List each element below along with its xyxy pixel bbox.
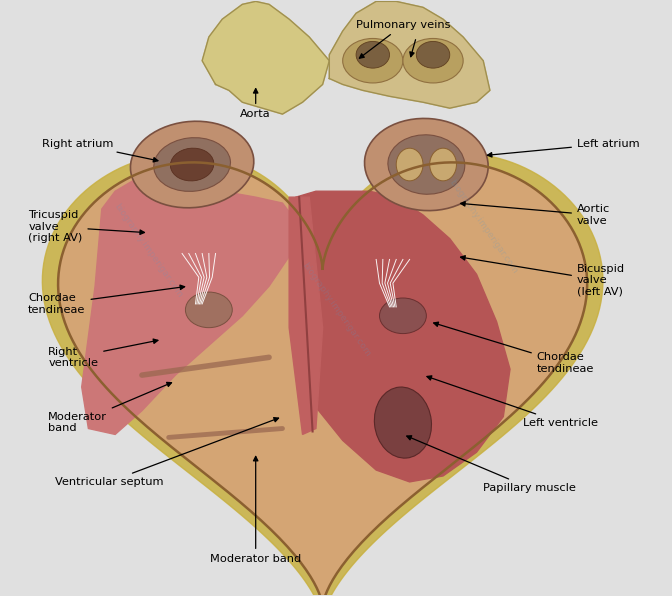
- Ellipse shape: [130, 121, 254, 208]
- Text: biography.imperigar.com: biography.imperigar.com: [447, 178, 519, 275]
- Ellipse shape: [417, 42, 450, 68]
- Polygon shape: [82, 179, 296, 434]
- Ellipse shape: [356, 42, 390, 68]
- Polygon shape: [58, 162, 587, 596]
- Ellipse shape: [364, 119, 488, 210]
- Ellipse shape: [429, 148, 456, 181]
- Text: Bicuspid
valve
(left AV): Bicuspid valve (left AV): [460, 256, 625, 297]
- Text: Pulmonary veins: Pulmonary veins: [355, 20, 450, 58]
- Text: Ventricular septum: Ventricular septum: [55, 418, 279, 487]
- Text: Tricuspid
valve
(right AV): Tricuspid valve (right AV): [28, 210, 144, 243]
- Text: Moderator band: Moderator band: [210, 457, 301, 564]
- Text: Chordae
tendineae: Chordae tendineae: [433, 322, 594, 374]
- Ellipse shape: [185, 292, 233, 328]
- Text: Right
ventricle: Right ventricle: [48, 339, 158, 368]
- Text: Aortic
valve: Aortic valve: [460, 201, 610, 226]
- Ellipse shape: [171, 148, 214, 181]
- Polygon shape: [42, 153, 603, 596]
- Ellipse shape: [374, 387, 431, 458]
- Ellipse shape: [388, 135, 465, 194]
- Text: biography.imperigar.com: biography.imperigar.com: [300, 261, 372, 359]
- Text: Papillary muscle: Papillary muscle: [407, 436, 576, 493]
- Polygon shape: [202, 1, 329, 114]
- Text: Moderator
band: Moderator band: [48, 383, 171, 433]
- Polygon shape: [296, 191, 510, 482]
- Ellipse shape: [343, 39, 403, 83]
- Polygon shape: [329, 1, 490, 108]
- Text: Left atrium: Left atrium: [487, 139, 640, 157]
- Text: Right atrium: Right atrium: [42, 139, 158, 162]
- Ellipse shape: [396, 148, 423, 181]
- Text: Aorta: Aorta: [241, 89, 271, 119]
- Text: biography.imperigar.com: biography.imperigar.com: [113, 202, 185, 299]
- Text: Left ventricle: Left ventricle: [427, 376, 598, 427]
- Ellipse shape: [380, 298, 426, 334]
- Text: Chordae
tendineae: Chordae tendineae: [28, 285, 185, 315]
- Ellipse shape: [154, 138, 230, 191]
- Ellipse shape: [403, 39, 463, 83]
- Polygon shape: [289, 197, 323, 434]
